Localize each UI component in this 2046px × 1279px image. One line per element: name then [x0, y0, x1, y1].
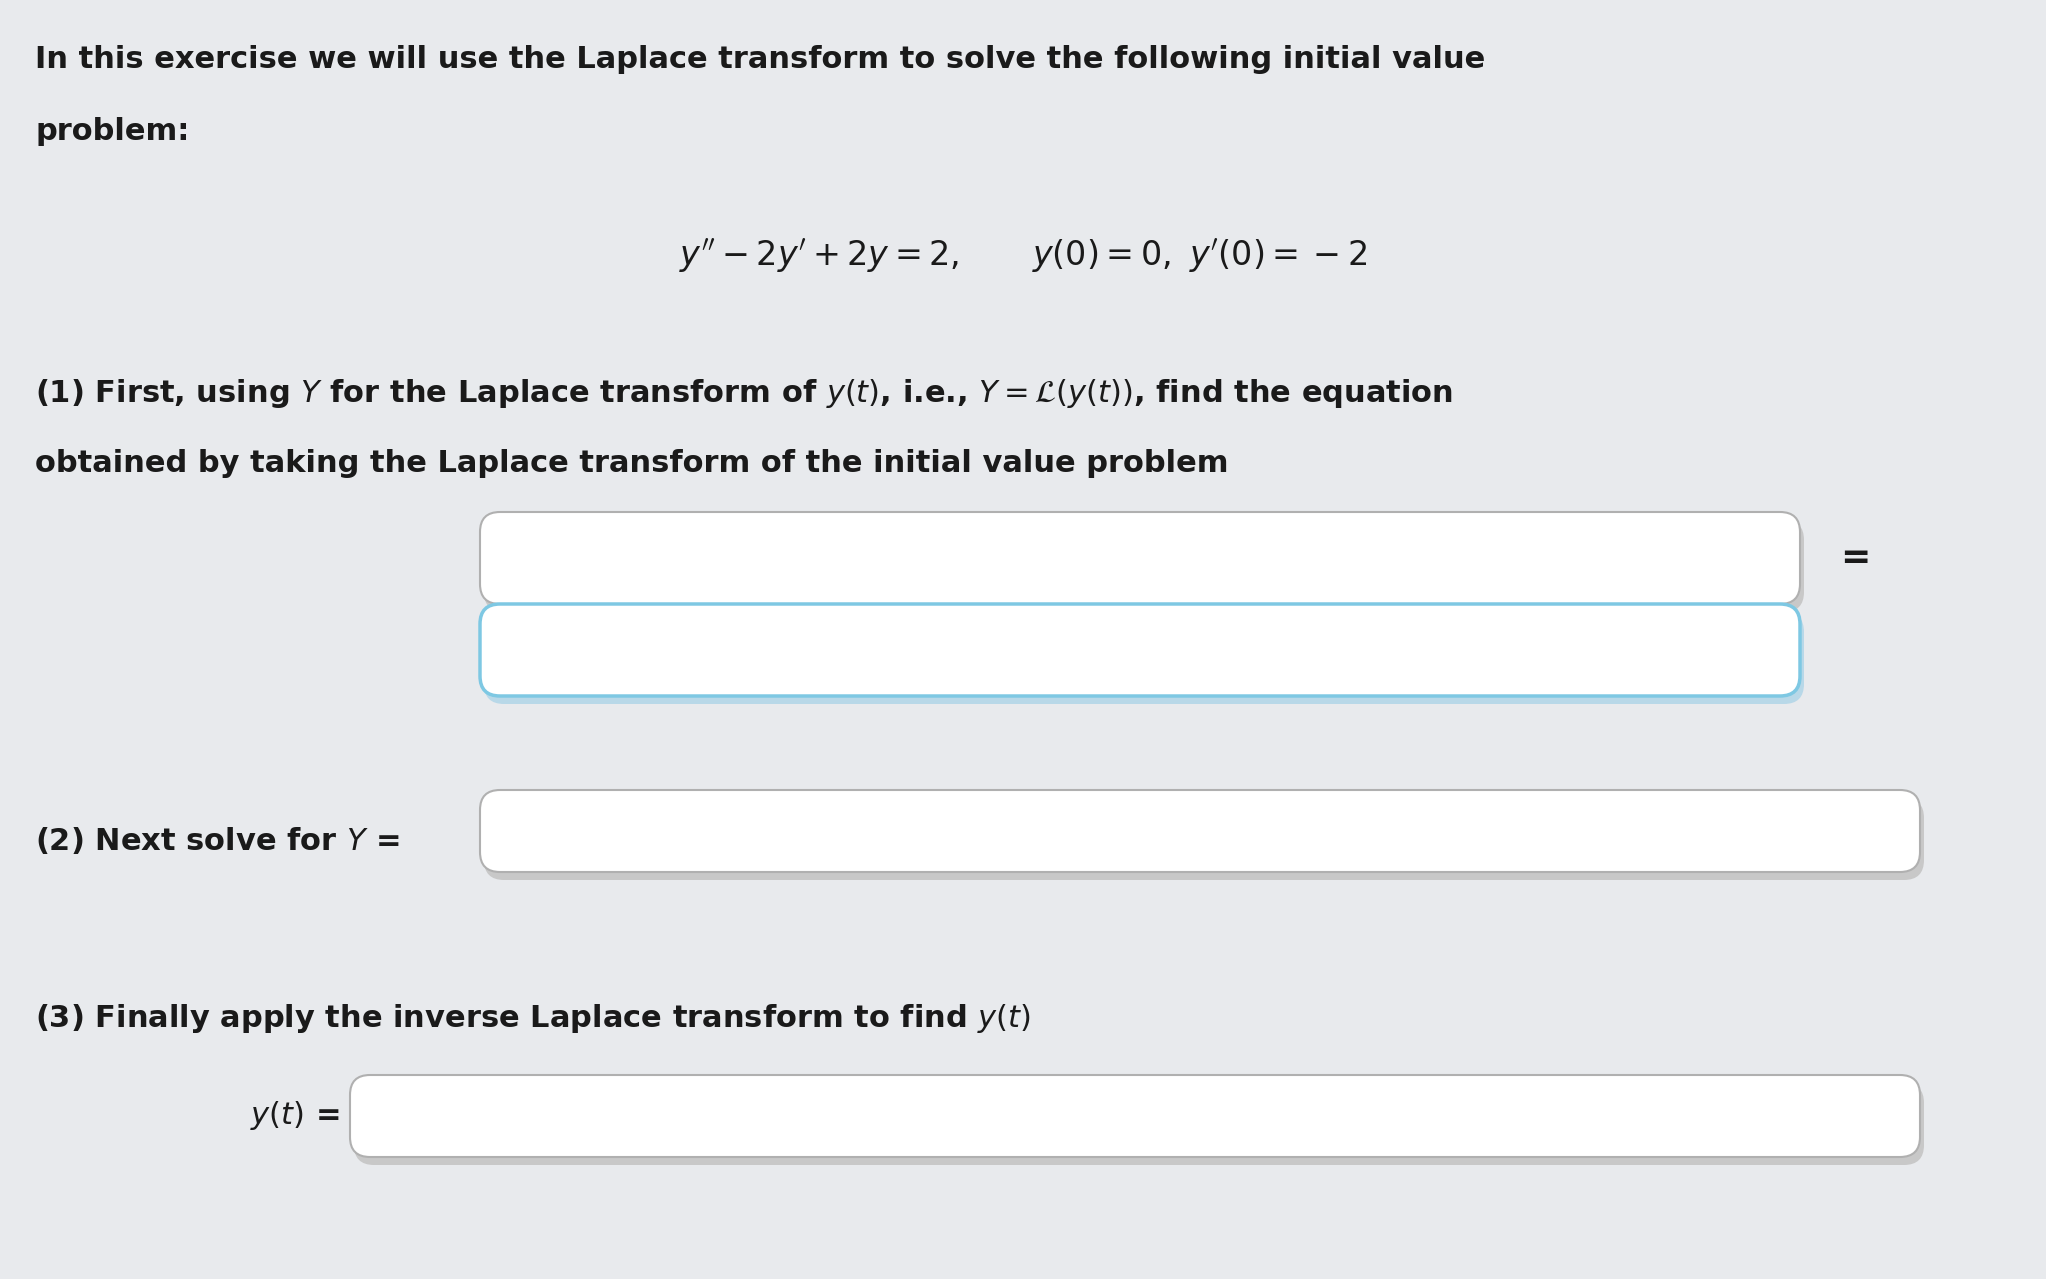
Text: obtained by taking the Laplace transform of the initial value problem: obtained by taking the Laplace transform… — [35, 449, 1228, 478]
Text: problem:: problem: — [35, 116, 190, 146]
FancyBboxPatch shape — [485, 521, 1805, 611]
Text: (3) Finally apply the inverse Laplace transform to find $y(t)$: (3) Finally apply the inverse Laplace tr… — [35, 1001, 1031, 1035]
Text: $y(t)$ =: $y(t)$ = — [250, 1099, 340, 1132]
Text: =: = — [1839, 541, 1870, 576]
FancyBboxPatch shape — [350, 1076, 1919, 1157]
FancyBboxPatch shape — [481, 512, 1800, 604]
Text: $y'' - 2y' + 2y = 2, \quad\quad y(0) = 0,\ y'(0) = -2$: $y'' - 2y' + 2y = 2, \quad\quad y(0) = 0… — [679, 237, 1367, 275]
Text: (2) Next solve for $Y$ =: (2) Next solve for $Y$ = — [35, 825, 401, 857]
Text: (1) First, using $Y$ for the Laplace transform of $y(t)$, i.e., $Y = \mathcal{L}: (1) First, using $Y$ for the Laplace tra… — [35, 377, 1453, 411]
FancyBboxPatch shape — [481, 604, 1800, 696]
Text: In this exercise we will use the Laplace transform to solve the following initia: In this exercise we will use the Laplace… — [35, 45, 1485, 74]
FancyBboxPatch shape — [485, 611, 1805, 703]
FancyBboxPatch shape — [354, 1083, 1923, 1165]
Text: |: | — [505, 622, 514, 651]
FancyBboxPatch shape — [485, 798, 1923, 880]
FancyBboxPatch shape — [481, 790, 1919, 872]
